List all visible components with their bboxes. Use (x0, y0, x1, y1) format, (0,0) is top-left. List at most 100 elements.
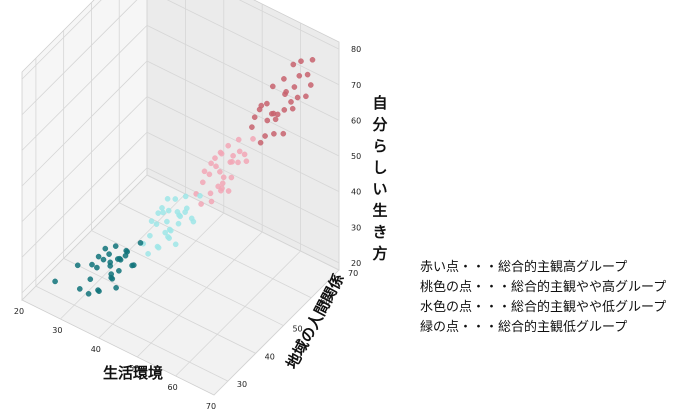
legend-note-pink: 桃色の点・・・総合的主観やや高グループ (420, 279, 666, 295)
data-point-series-2 (164, 195, 171, 202)
data-point-series-2 (155, 210, 161, 216)
data-point-series-3 (109, 275, 116, 282)
data-point-series-1 (225, 142, 231, 149)
data-point-series-0 (256, 106, 263, 113)
data-point-series-0 (280, 130, 287, 137)
grid-line-z-left (21, 0, 102, 80)
data-point-series-3 (89, 261, 95, 268)
data-point-series-3 (115, 256, 121, 262)
data-point-series-2 (159, 205, 165, 211)
y-tick-label: 50 (292, 325, 302, 334)
grid-line-z-left (21, 96, 148, 222)
data-points (52, 57, 316, 297)
data-point-series-3 (107, 263, 113, 269)
data-point-series-2 (182, 193, 189, 200)
data-point-series-0 (281, 107, 288, 113)
data-point-series-2 (160, 209, 166, 216)
z-axis-label-char: ら (372, 137, 387, 155)
legend-note-red: 赤い点・・・総合的主観高グループ (420, 259, 627, 275)
y-tick-label: 40 (265, 352, 275, 361)
data-point-series-0 (281, 76, 287, 82)
data-point-series-1 (198, 201, 204, 207)
data-point-series-0 (303, 93, 309, 100)
data-point-series-2 (174, 209, 181, 215)
data-point-series-0 (290, 61, 297, 68)
data-point-series-0 (269, 83, 276, 90)
grid-line-y-floor (146, 174, 340, 271)
data-point-series-0 (298, 58, 304, 65)
grid-line-z-back (238, 0, 340, 50)
data-point-series-2 (177, 213, 183, 220)
data-point-series-0 (304, 71, 311, 78)
x-tick-label: 20 (14, 307, 24, 316)
data-point-series-2 (165, 207, 172, 214)
data-point-series-0 (296, 73, 303, 79)
data-point-series-1 (208, 160, 214, 167)
data-point-series-2 (197, 192, 203, 199)
data-point-series-0 (307, 82, 314, 88)
axis-panes (21, 0, 340, 396)
grid-line-z-back (146, 167, 340, 264)
grid-line-x-floor (136, 231, 263, 358)
data-point-series-3 (52, 278, 58, 285)
data-point-series-2 (172, 241, 179, 248)
x-tick-label: 30 (52, 326, 62, 335)
data-point-series-1 (236, 148, 243, 155)
data-point-series-1 (220, 174, 227, 181)
data-point-series-3 (74, 262, 81, 269)
data-point-series-0 (264, 100, 270, 107)
data-point-series-2 (172, 196, 179, 202)
data-point-series-1 (225, 188, 232, 194)
data-point-series-2 (162, 229, 168, 236)
grid-line-z-left (21, 60, 148, 187)
data-point-series-2 (188, 215, 195, 222)
data-point-series-3 (137, 240, 144, 246)
grid-line-z-back (146, 25, 340, 121)
legend-note-cyan: 水色の点・・・総合的主観やや低グループ (420, 299, 666, 315)
z-tick-label: 40 (351, 188, 361, 197)
data-point-series-0 (274, 111, 281, 118)
data-point-series-3 (116, 267, 122, 274)
data-point-series-2 (153, 221, 160, 227)
data-point-series-2 (175, 220, 182, 227)
grid-line-y-floor (35, 285, 229, 382)
data-point-series-2 (147, 232, 153, 239)
data-point-series-1 (217, 168, 223, 175)
data-point-series-1 (212, 155, 218, 161)
data-point-series-1 (235, 136, 242, 143)
data-point-series-0 (257, 139, 264, 146)
data-point-series-3 (113, 284, 119, 291)
data-point-series-0 (294, 94, 301, 101)
data-point-series-1 (250, 136, 256, 142)
data-point-series-3 (122, 252, 129, 259)
data-point-series-1 (243, 158, 250, 164)
z-axis-label-char: い (372, 180, 387, 198)
data-point-series-3 (95, 253, 102, 260)
data-point-series-0 (268, 111, 275, 117)
y-tick-label: 70 (348, 269, 358, 278)
data-point-series-3 (102, 245, 109, 252)
data-point-series-0 (271, 130, 277, 137)
data-point-series-0 (283, 89, 289, 95)
data-point-series-3 (87, 276, 94, 283)
grid-line-z-left (21, 167, 148, 294)
grid-line-z-left (21, 25, 148, 151)
grid-line-z-back (146, 60, 340, 157)
z-axis-label-char: 自 (372, 94, 387, 112)
data-point-series-3 (77, 286, 83, 292)
grid-line-y-floor (63, 257, 256, 354)
data-point-series-1 (241, 151, 248, 158)
data-point-series-1 (207, 190, 214, 197)
z-tick-label: 30 (351, 223, 361, 232)
data-point-series-0 (309, 57, 316, 63)
z-tick-label: 20 (351, 259, 361, 268)
data-point-series-3 (85, 290, 92, 297)
grid-line-z-back (146, 96, 340, 192)
z-axis-label-char: 生 (372, 202, 387, 220)
data-point-series-3 (100, 256, 107, 263)
data-point-series-2 (155, 244, 162, 251)
data-point-series-2 (167, 227, 174, 234)
grid-line-x-floor (21, 174, 148, 301)
z-tick-label: 50 (351, 152, 361, 161)
data-point-series-1 (227, 159, 234, 165)
